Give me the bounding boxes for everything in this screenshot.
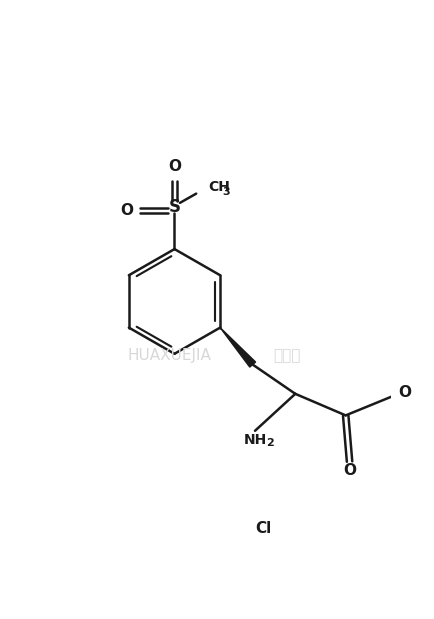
- Text: Cl: Cl: [255, 521, 271, 536]
- Text: 2: 2: [265, 438, 273, 448]
- Text: CH: CH: [208, 181, 230, 194]
- Text: 化学加: 化学加: [273, 348, 300, 363]
- Text: O: O: [342, 462, 355, 478]
- Text: 3: 3: [222, 187, 230, 197]
- Text: O: O: [168, 159, 181, 174]
- Polygon shape: [220, 327, 255, 367]
- Text: O: O: [120, 203, 133, 218]
- Text: S: S: [168, 197, 180, 215]
- Text: NH: NH: [243, 433, 266, 447]
- Text: HUAXUEJIA: HUAXUEJIA: [127, 348, 210, 363]
- Text: O: O: [397, 385, 410, 400]
